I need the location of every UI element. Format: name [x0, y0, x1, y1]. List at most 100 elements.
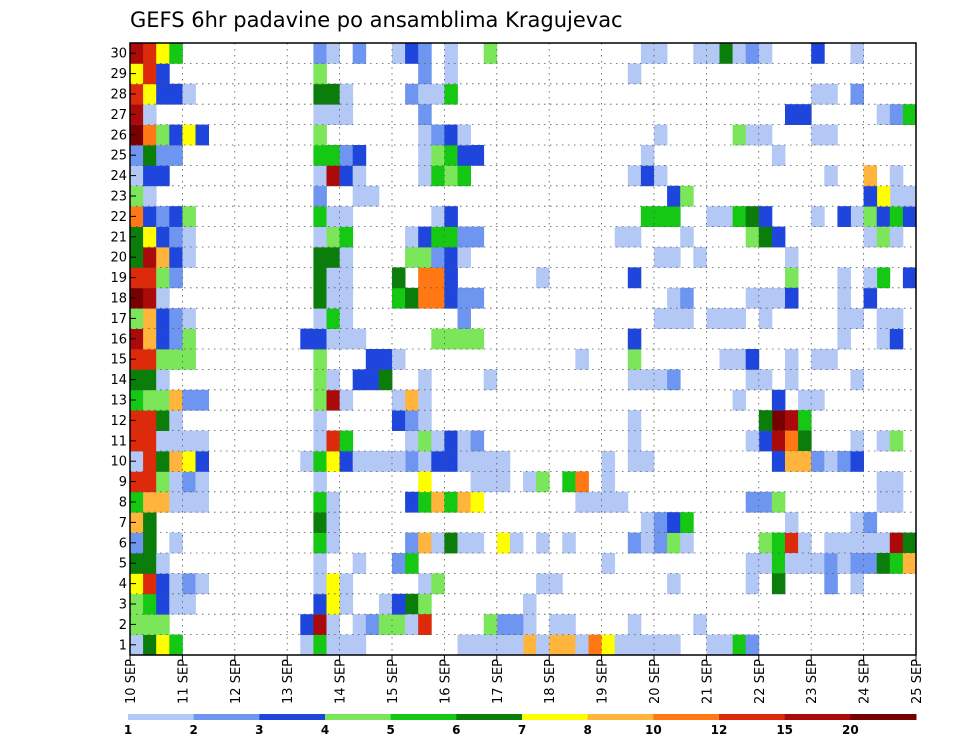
precip-cell	[156, 308, 170, 329]
precip-cell	[130, 430, 144, 452]
precip-cell	[169, 83, 183, 105]
precip-cell	[889, 471, 904, 493]
precip-cell	[575, 471, 589, 493]
precip-cell	[627, 226, 642, 248]
precip-cell	[470, 328, 485, 350]
precip-cell	[601, 451, 616, 472]
precip-cell	[876, 532, 891, 554]
precip-cell	[378, 369, 393, 391]
precip-cell	[365, 369, 380, 391]
precip-cell	[169, 410, 183, 431]
precip-cell	[771, 389, 786, 411]
precip-cell	[143, 349, 157, 370]
x-tick-label: 21 SEP	[700, 659, 715, 704]
precip-cell	[614, 634, 629, 656]
precip-cell	[418, 491, 432, 513]
y-tick-label: 8	[119, 496, 127, 511]
precip-cell	[811, 124, 825, 146]
precip-cell	[156, 83, 170, 105]
precip-cell	[876, 267, 891, 289]
precip-cell	[523, 634, 537, 656]
precip-cell	[169, 389, 183, 411]
precip-cell	[470, 287, 485, 309]
x-tick-label: 22 SEP	[753, 659, 768, 704]
precip-cell	[785, 369, 799, 391]
precip-cell	[483, 369, 498, 391]
precip-cell	[444, 63, 458, 85]
precip-cell	[169, 308, 183, 329]
x-tick-label: 14 SEP	[334, 659, 349, 704]
precip-cell	[392, 349, 406, 370]
precip-cell	[313, 430, 327, 452]
precip-cell	[667, 287, 681, 309]
precip-cell	[156, 451, 170, 472]
precip-cell	[824, 553, 838, 574]
precip-cell	[143, 104, 157, 125]
colorbar-segment	[784, 714, 851, 720]
precip-cell	[758, 206, 773, 227]
precip-cell	[339, 451, 354, 472]
precip-cell	[902, 206, 917, 227]
precip-cell	[719, 634, 733, 656]
precip-cell	[313, 512, 327, 533]
precip-cell	[405, 43, 419, 64]
precip-cell	[143, 83, 157, 105]
precip-cell	[326, 267, 340, 289]
precip-cell	[182, 389, 196, 411]
y-tick-label: 21	[110, 230, 127, 245]
precip-cell	[339, 104, 354, 125]
precip-cell	[195, 430, 209, 452]
precip-cell	[667, 369, 681, 391]
precip-cell	[365, 185, 380, 207]
precip-cell	[444, 328, 458, 350]
precip-cell	[785, 512, 799, 533]
precip-cell	[680, 185, 694, 207]
precip-cell	[418, 104, 432, 125]
precip-cell	[444, 43, 458, 64]
precip-cell	[365, 349, 380, 370]
precip-cell	[130, 369, 144, 391]
colorbar-segment	[128, 714, 195, 720]
precip-cell	[785, 553, 799, 574]
x-tick-label: 23 SEP	[805, 659, 820, 704]
precip-cell	[156, 267, 170, 289]
precip-cell	[719, 43, 733, 64]
precip-cell	[326, 451, 340, 472]
precip-cell	[824, 124, 838, 146]
precip-cell	[785, 451, 799, 472]
precip-cell	[562, 532, 576, 554]
precip-cell	[745, 226, 760, 248]
y-tick-label: 13	[110, 394, 127, 409]
y-tick-label: 9	[119, 475, 127, 490]
precip-cell	[496, 451, 511, 472]
precip-cell	[811, 389, 825, 411]
precip-cell	[352, 553, 367, 574]
precip-cell	[758, 532, 773, 554]
precip-cell	[313, 287, 327, 309]
precip-cell	[431, 573, 445, 595]
precip-cell	[300, 451, 314, 472]
precip-cell	[418, 430, 432, 452]
precip-cell	[876, 328, 891, 350]
precip-cell	[313, 349, 327, 370]
precip-cell	[693, 247, 707, 268]
precip-cell	[143, 226, 157, 248]
precip-cell	[444, 206, 458, 227]
precip-cell	[902, 267, 917, 289]
precip-cell	[889, 328, 904, 350]
precip-cell	[575, 349, 589, 370]
colorbar-segment	[325, 714, 392, 720]
precip-cell	[130, 349, 144, 370]
precip-cell	[627, 430, 642, 452]
precip-cell	[509, 532, 524, 554]
precip-cell	[758, 43, 773, 64]
x-tick-label: 18 SEP	[543, 659, 558, 704]
precip-cell	[143, 63, 157, 85]
precip-cell	[824, 165, 838, 187]
precip-cell	[130, 287, 144, 309]
precip-cell	[418, 247, 432, 268]
precip-cell	[654, 308, 668, 329]
precip-cell	[169, 247, 183, 268]
precip-cell	[811, 43, 825, 64]
precip-cell	[654, 165, 668, 187]
